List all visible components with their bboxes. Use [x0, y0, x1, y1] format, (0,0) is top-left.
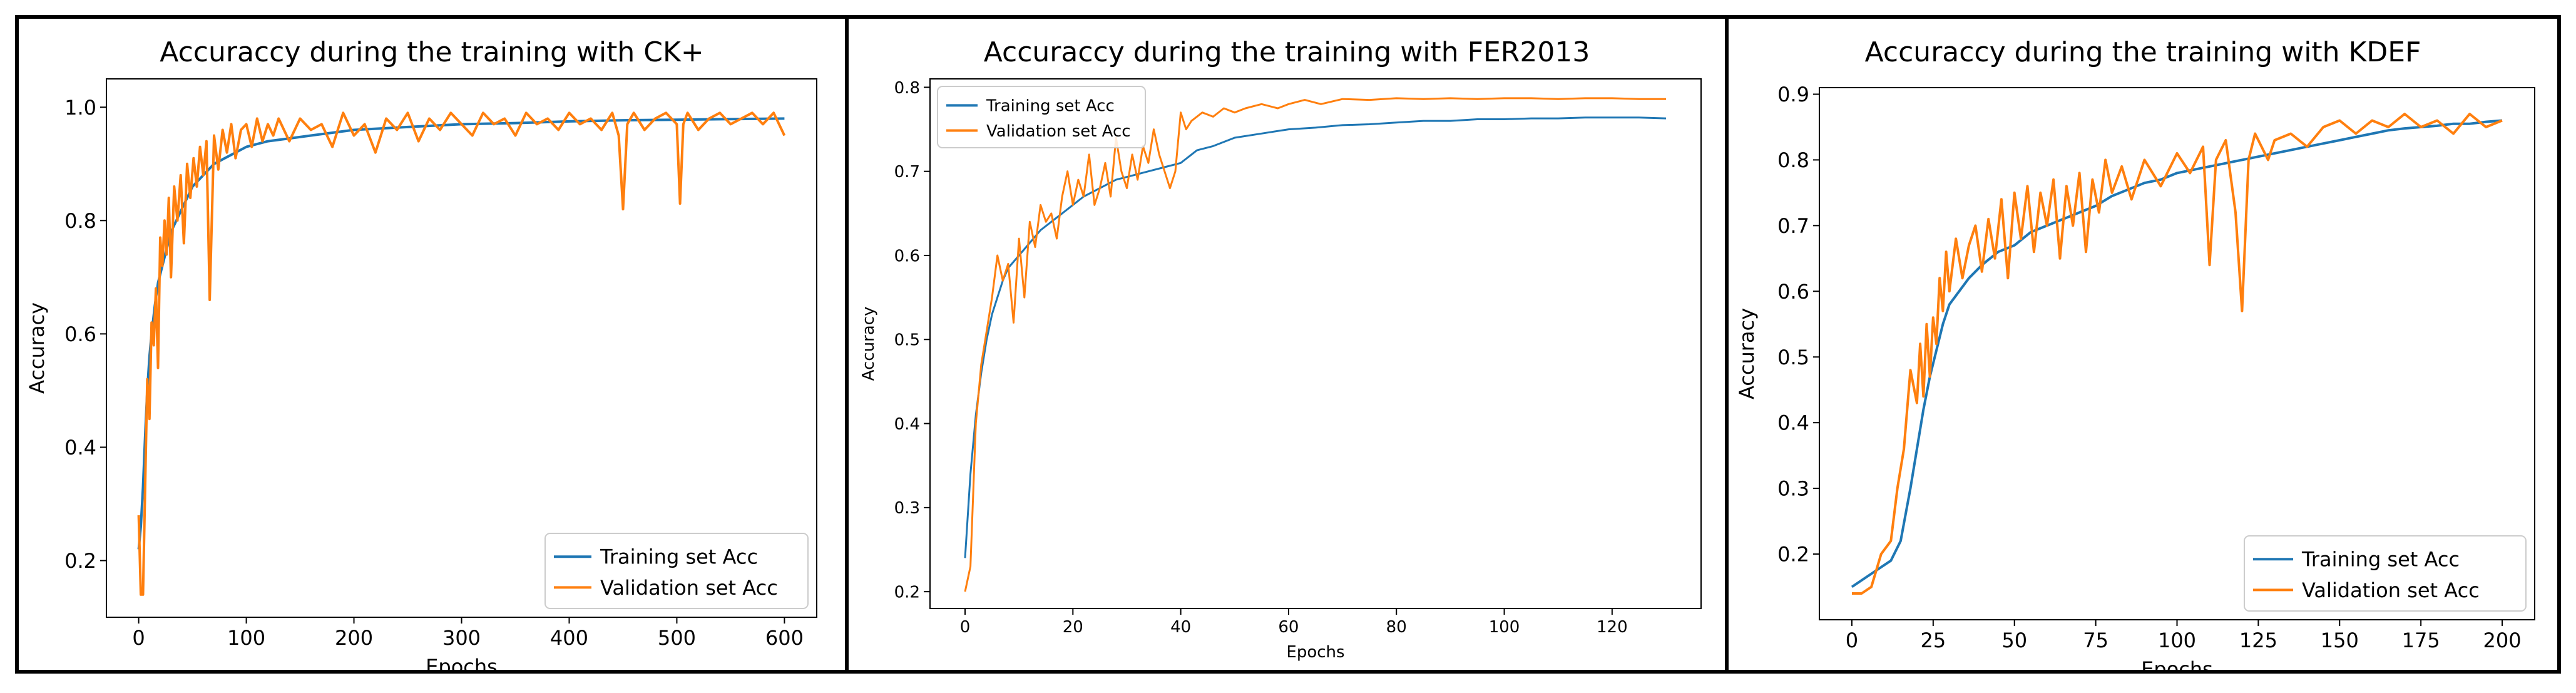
y-tick-label: 0.2 — [1777, 543, 1809, 567]
chart-panel-ck: Accuraccy during the training with CK+ 0… — [15, 15, 849, 674]
legend-label-validation: Validation set Acc — [600, 576, 778, 600]
x-axis-label: Epochs — [426, 655, 498, 670]
x-tick-label: 20 — [1063, 618, 1083, 637]
series-line-validation — [137, 111, 786, 596]
chart-fer2013: 0 20 40 60 80 100 120 0.2 0.3 0.4 0.5 0.6 0.7 0.8 Epoc… — [859, 78, 1702, 662]
y-axis-label: Accuracy — [859, 307, 878, 381]
x-tick-label: 0 — [132, 626, 145, 650]
x-tick-label: 400 — [550, 626, 588, 650]
y-tick-label: 0.6 — [894, 247, 920, 265]
legend-box — [544, 533, 809, 609]
x-tick-label: 500 — [658, 626, 696, 650]
x-tick-label: 300 — [442, 626, 481, 650]
x-tick-label: 120 — [1597, 618, 1628, 637]
chart-title: Accuraccy during the training with FER20… — [983, 36, 1590, 68]
x-tick-label: 0 — [960, 618, 971, 637]
chart-title: Accuraccy during the training with KDEF — [1864, 36, 2421, 68]
x-axis-label: Epochs — [1286, 643, 1344, 662]
chart-title: Accuraccy during the training with CK+ — [160, 36, 704, 68]
y-tick-label: 0.9 — [1777, 83, 1809, 106]
y-tick-label: 0.8 — [64, 209, 96, 233]
series-line-training — [137, 117, 785, 550]
x-tick-label: 25 — [1920, 629, 1946, 652]
x-tick-label: 600 — [765, 626, 804, 650]
x-tick-label: 0 — [1846, 629, 1858, 652]
y-tick-label: 1.0 — [64, 96, 96, 120]
y-axis-label: Accuracy — [1735, 308, 1759, 399]
x-tick-label: 200 — [2483, 629, 2522, 652]
y-tick-label: 0.2 — [64, 549, 96, 573]
chart-panel-kdef: Accuraccy during the training with KDEF … — [1725, 15, 2561, 674]
y-tick-label: 0.3 — [1777, 477, 1809, 501]
series-line-training — [964, 116, 1667, 558]
legend-label-training: Training set Acc — [2301, 548, 2460, 572]
y-tick-label: 0.2 — [894, 583, 920, 602]
x-tick-label: 40 — [1170, 618, 1191, 637]
y-tick-label: 0.5 — [1777, 346, 1809, 369]
legend-label-validation: Validation set Acc — [2302, 578, 2480, 602]
x-tick-label: 75 — [2083, 629, 2108, 652]
x-tick-label: 150 — [2321, 629, 2359, 652]
legend-box — [2244, 535, 2527, 612]
legend-box — [937, 86, 1146, 148]
y-tick-label: 0.3 — [894, 499, 920, 518]
y-tick-label: 0.6 — [64, 322, 96, 346]
x-tick-label: 60 — [1278, 618, 1299, 637]
y-tick-label: 0.6 — [1777, 280, 1809, 304]
chart-panel-fer2013: Accuraccy during the training with FER20… — [845, 15, 1729, 674]
y-tick-label: 0.5 — [894, 331, 920, 350]
plot-frame — [929, 78, 1702, 609]
x-tick-label: 100 — [2158, 629, 2196, 652]
series-line-validation — [964, 97, 1666, 592]
series-line-training — [1851, 119, 2503, 588]
y-tick-label: 0.8 — [894, 79, 920, 98]
legend-label-validation: Validation set Acc — [986, 122, 1131, 141]
y-tick-label: 0.8 — [1777, 148, 1809, 172]
x-tick-label: 80 — [1386, 618, 1407, 637]
x-tick-label: 100 — [1489, 618, 1520, 637]
x-tick-label: 175 — [2402, 629, 2440, 652]
chart-kdef: 0 25 50 75 100 125 150 175 200 0.2 0.3 0.4 0.5 0.6 0.7… — [1735, 83, 2535, 670]
y-axis-label: Accuracy — [25, 302, 49, 394]
y-tick-label: 0.4 — [64, 436, 96, 459]
chart-ck-plus: 0 100 200 300 400 500 600 0.2 0.4 0.6 0.8 1.0 Epochs… — [25, 78, 817, 670]
legend-label-training: Training set Acc — [600, 545, 758, 569]
x-axis-label: Epochs — [2141, 657, 2213, 670]
x-tick-label: 200 — [335, 626, 373, 650]
y-tick-label: 0.7 — [1777, 214, 1809, 238]
y-tick-label: 0.4 — [1777, 411, 1809, 435]
legend-label-training: Training set Acc — [986, 97, 1115, 116]
y-tick-label: 0.4 — [894, 415, 920, 434]
series-line-validation — [1852, 113, 2503, 595]
x-tick-label: 50 — [2001, 629, 2027, 652]
y-tick-label: 0.7 — [894, 163, 920, 182]
x-tick-label: 100 — [227, 626, 265, 650]
x-tick-label: 125 — [2239, 629, 2277, 652]
